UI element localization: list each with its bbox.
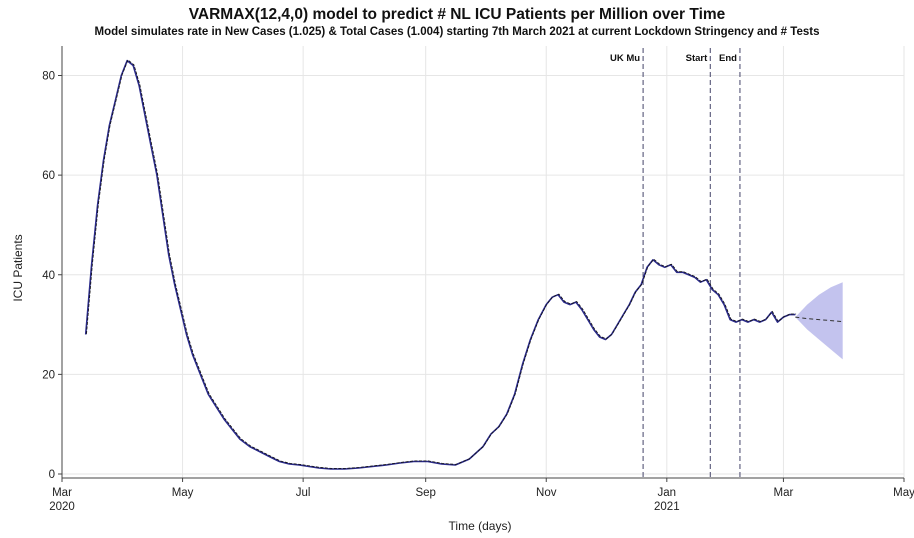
y-tick-label: 20 [42,369,55,381]
x-tick-label: May [172,487,194,499]
x-tick-sublabel: 2020 [49,501,75,513]
x-tick-label: Jul [296,487,311,499]
x-tick-label: Jan [658,487,677,499]
x-tick-label: Mar [52,487,72,499]
y-tick-label: 0 [49,469,55,481]
forecast-interval-band [795,282,843,360]
event-label: End [719,53,737,64]
y-axis-title: ICU Patients [11,234,25,301]
event-label: Start [686,53,708,64]
fitted-series-line [86,59,797,469]
event-label: UK Mu [610,53,640,64]
grid-layer [61,46,905,478]
x-tick-label: Sep [415,487,435,499]
forecast-interval-layer [795,282,843,360]
x-tick-sublabel: 2021 [654,501,680,513]
x-tick-label: Mar [774,487,794,499]
event-lines-layer: UK Mu Start End [610,48,741,478]
y-tick-label: 80 [42,71,55,83]
forecast-series-line [795,316,843,323]
series-layer [84,59,843,470]
axis-layer: 0 20 40 60 80 Mar 2020 May Jul Sep Nov Jan 2021 Mar Ma… [42,46,914,513]
y-tick-label: 60 [42,170,55,182]
actual-series-line [84,59,796,470]
chart-title: VARMAX(12,4,0) model to predict # NL ICU… [188,6,726,23]
x-tick-label: Nov [536,487,557,499]
chart-subtitle: Model simulates rate in New Cases (1.025… [94,26,820,38]
x-axis-title: Time (days) [449,519,512,533]
y-tick-label: 40 [42,270,55,282]
x-tick-label: May [893,487,914,499]
